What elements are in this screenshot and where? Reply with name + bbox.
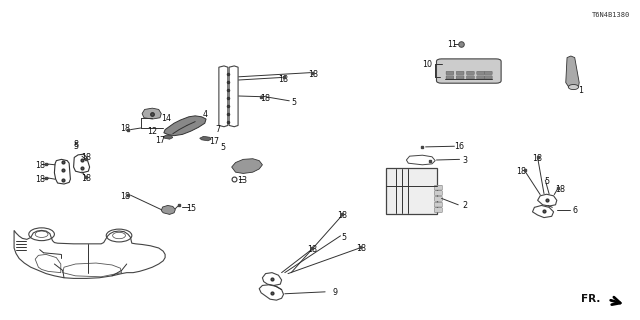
Polygon shape: [142, 108, 161, 119]
FancyBboxPatch shape: [435, 191, 442, 196]
Text: 18: 18: [356, 244, 367, 253]
Text: 14: 14: [161, 114, 172, 123]
FancyBboxPatch shape: [435, 196, 442, 201]
Text: 4: 4: [202, 110, 207, 119]
Text: 18: 18: [120, 124, 131, 133]
Polygon shape: [232, 159, 262, 173]
Text: 5: 5: [342, 233, 347, 242]
Text: 17: 17: [155, 136, 165, 145]
Text: 5: 5: [220, 143, 225, 152]
Circle shape: [568, 84, 579, 90]
Text: 18: 18: [532, 154, 543, 163]
Text: 18: 18: [35, 161, 45, 170]
Text: FR.: FR.: [581, 293, 600, 304]
FancyBboxPatch shape: [484, 76, 492, 79]
Text: 17: 17: [209, 137, 219, 146]
FancyBboxPatch shape: [446, 76, 454, 79]
FancyBboxPatch shape: [456, 76, 464, 79]
Text: 2: 2: [462, 201, 467, 210]
Polygon shape: [163, 135, 173, 139]
Text: 10: 10: [422, 60, 433, 69]
FancyBboxPatch shape: [477, 76, 484, 79]
FancyBboxPatch shape: [435, 202, 442, 207]
Text: 3: 3: [462, 156, 467, 164]
Text: 7: 7: [215, 125, 220, 134]
Text: 12: 12: [147, 127, 157, 136]
Text: 9: 9: [332, 288, 337, 297]
Text: 5: 5: [292, 98, 297, 107]
Text: 16: 16: [454, 142, 465, 151]
Text: 18: 18: [337, 212, 348, 220]
Text: 1: 1: [578, 86, 583, 95]
Text: T6N4B1380: T6N4B1380: [592, 12, 630, 18]
Text: 8: 8: [73, 140, 78, 149]
FancyBboxPatch shape: [386, 168, 437, 214]
Text: 5: 5: [73, 142, 78, 151]
Text: 18: 18: [81, 174, 91, 183]
Text: 18: 18: [307, 245, 317, 254]
Text: 18: 18: [278, 75, 289, 84]
Text: 18: 18: [35, 175, 45, 184]
FancyBboxPatch shape: [467, 71, 474, 75]
Text: 18: 18: [516, 167, 526, 176]
Text: 15: 15: [186, 204, 196, 212]
FancyBboxPatch shape: [484, 71, 492, 75]
FancyBboxPatch shape: [446, 71, 454, 75]
FancyBboxPatch shape: [456, 71, 464, 75]
Text: 18: 18: [120, 192, 131, 201]
FancyBboxPatch shape: [467, 76, 474, 79]
Text: 13: 13: [237, 176, 247, 185]
Text: 5: 5: [545, 177, 550, 186]
Polygon shape: [164, 116, 206, 136]
Polygon shape: [200, 136, 211, 141]
Text: 6: 6: [572, 206, 577, 215]
Polygon shape: [566, 56, 579, 88]
FancyBboxPatch shape: [435, 185, 442, 190]
Text: 18: 18: [81, 153, 91, 162]
FancyBboxPatch shape: [435, 208, 442, 212]
Text: 18: 18: [260, 94, 270, 103]
Text: 18: 18: [308, 70, 319, 79]
FancyBboxPatch shape: [436, 59, 501, 83]
Polygon shape: [161, 205, 175, 214]
Text: 11: 11: [447, 40, 457, 49]
Text: 18: 18: [556, 185, 566, 194]
FancyBboxPatch shape: [477, 71, 484, 75]
